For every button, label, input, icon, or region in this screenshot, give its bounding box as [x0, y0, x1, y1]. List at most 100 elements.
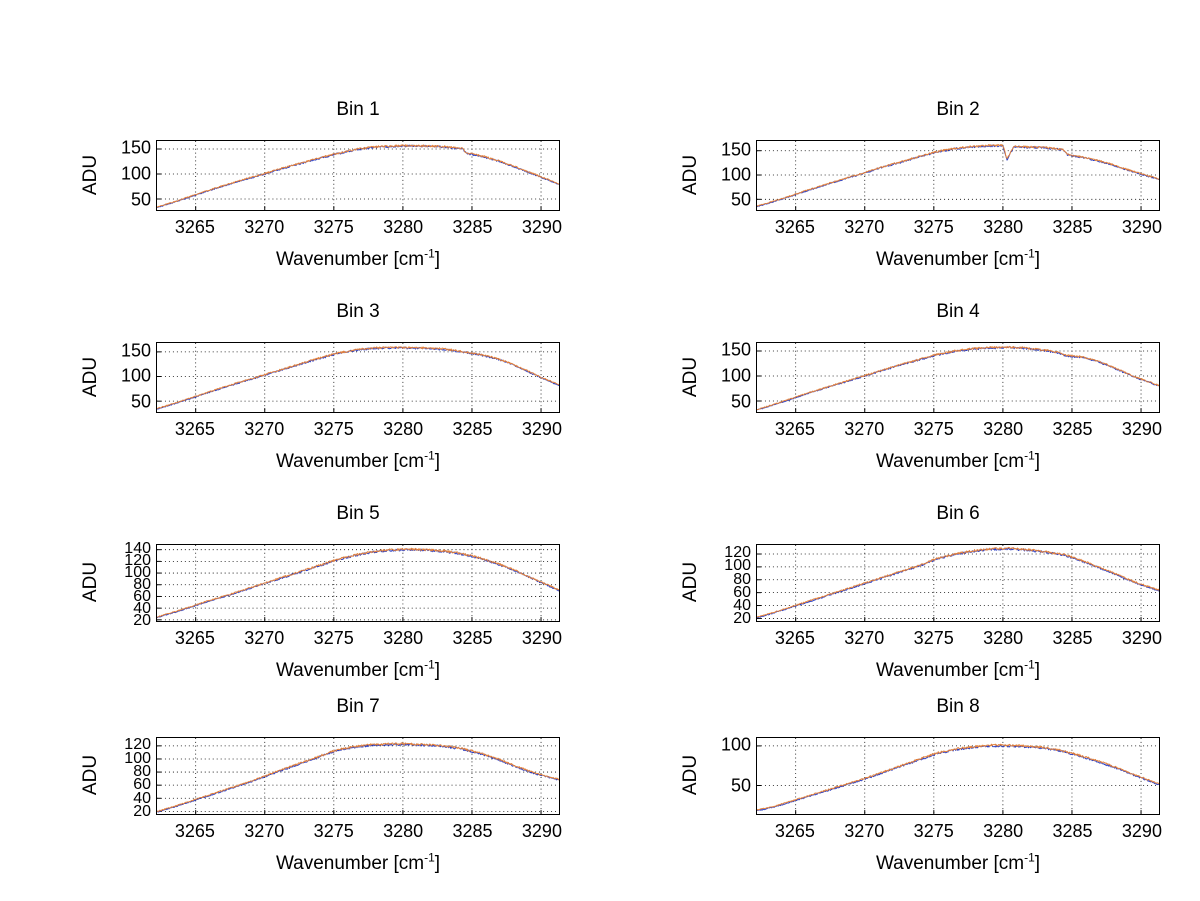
data-trace-trace-blue — [157, 548, 559, 619]
x-axis-label-bracket: ] — [434, 660, 441, 681]
x-tick-label: 3265 — [774, 821, 815, 841]
x-tick-label: 3290 — [1121, 217, 1162, 237]
x-axis-label-exponent: -1 — [424, 448, 435, 463]
grid-lines — [757, 545, 1159, 621]
x-tick-label: 3280 — [383, 419, 424, 439]
x-tick-label: 3270 — [244, 217, 285, 237]
x-axis-label-text: Wavenumber [cm — [275, 660, 425, 681]
y-tick-label: 20 — [133, 611, 151, 629]
x-axis-label: Wavenumber [cm-1] — [6, 852, 710, 875]
x-axis-label-bracket: ] — [434, 853, 441, 874]
x-tick-label: 3290 — [1121, 628, 1162, 648]
plot-area — [156, 140, 560, 211]
x-tick-label: 3290 — [521, 628, 562, 648]
x-tick-label: 3285 — [1052, 217, 1093, 237]
x-axis-label-text: Wavenumber [cm — [875, 660, 1025, 681]
x-tick-label: 3275 — [913, 821, 954, 841]
x-axis-label-exponent: -1 — [1024, 448, 1035, 463]
x-tick-label: 3285 — [452, 628, 493, 648]
tick-marks — [157, 351, 542, 412]
plot-canvas — [157, 738, 559, 814]
y-tick-label: 140 — [124, 539, 151, 557]
x-tick-label: 3275 — [313, 217, 354, 237]
grid-lines — [157, 545, 559, 621]
x-tick-label: 3265 — [774, 217, 815, 237]
data-trace-trace-blue — [757, 547, 1159, 619]
x-tick-label: 3275 — [913, 419, 954, 439]
y-tick-label: 50 — [730, 391, 751, 412]
x-axis-label: Wavenumber [cm-1] — [606, 448, 1200, 473]
y-tick-label: 50 — [730, 189, 751, 210]
x-tick-label: 3270 — [244, 821, 285, 841]
x-tick-label: 3285 — [452, 419, 493, 439]
y-tick-label: 50 — [130, 391, 151, 412]
y-tick-label: 40 — [733, 597, 751, 615]
data-trace-trace-blue — [157, 743, 559, 813]
x-tick-label: 3265 — [774, 419, 815, 439]
plot-area — [156, 544, 560, 622]
y-tick-label: 150 — [120, 137, 151, 158]
data-trace-trace-blue — [757, 144, 1159, 208]
grid-lines — [157, 738, 559, 814]
tick-marks — [157, 148, 542, 210]
x-tick-label: 3290 — [521, 419, 562, 439]
x-tick-label: 3275 — [913, 217, 954, 237]
y-tick-label: 20 — [733, 610, 751, 628]
x-tick-label: 3275 — [913, 628, 954, 648]
x-tick-label: 3275 — [313, 419, 354, 439]
x-tick-label: 3285 — [452, 217, 493, 237]
y-axis-label: ADU — [80, 754, 101, 796]
y-tick-label: 100 — [724, 557, 751, 575]
y-tick-label: 150 — [120, 340, 151, 361]
y-tick-label: 50 — [730, 775, 751, 796]
y-tick-label: 100 — [720, 164, 751, 185]
x-axis-label-bracket: ] — [434, 451, 441, 472]
y-tick-label: 60 — [133, 776, 151, 794]
tick-marks — [157, 745, 542, 814]
x-tick-label: 3270 — [844, 419, 885, 439]
data-trace-trace-blue — [757, 744, 1159, 812]
x-tick-label: 3285 — [1052, 628, 1093, 648]
subplot-title: Bin 8 — [936, 696, 980, 717]
y-tick-label: 20 — [133, 803, 151, 821]
x-axis-label: Wavenumber [cm-1] — [606, 248, 1200, 271]
y-tick-label: 50 — [130, 189, 151, 210]
subplot-bin-8: Bin 8 3265 3270 3275 3280 3285 3290 50 100 ADU Wav… — [600, 645, 1200, 874]
x-axis-label-text: Wavenumber [cm — [275, 451, 425, 472]
data-trace-trace-blue — [157, 144, 559, 208]
x-axis-label-bracket: ] — [1034, 451, 1041, 472]
x-tick-label: 3290 — [1121, 419, 1162, 439]
subplot-bin-5: Bin 5 3265 3270 3275 3280 3285 3290 20 40 60 80 100… — [0, 452, 600, 681]
subplot-bin-3: Bin 3 3265 3270 3275 3280 3285 3290 50 100 150 ADU… — [0, 250, 600, 472]
data-trace-trace-orange — [157, 346, 559, 410]
data-trace-trace-blue — [757, 346, 1159, 411]
y-axis-label: ADU — [80, 356, 101, 397]
plot-area — [156, 342, 560, 413]
plot-canvas — [157, 343, 559, 412]
x-tick-label: 3280 — [983, 217, 1024, 237]
data-trace-trace-blue — [157, 346, 559, 410]
grid-lines — [757, 343, 1159, 412]
plot-area — [756, 737, 1160, 815]
subplot-title: Bin 4 — [936, 301, 980, 322]
x-axis-label-exponent: -1 — [1024, 850, 1035, 865]
x-tick-label: 3290 — [1121, 821, 1162, 841]
plot-area — [756, 544, 1160, 622]
subplot-title: Bin 3 — [336, 301, 380, 322]
x-tick-label: 3275 — [313, 628, 354, 648]
x-tick-label: 3270 — [244, 628, 285, 648]
x-axis-label-exponent: -1 — [424, 657, 435, 672]
y-tick-label: 80 — [133, 575, 151, 593]
y-tick-label: 150 — [720, 339, 751, 360]
data-trace-trace-orange — [157, 144, 559, 208]
grid-lines — [157, 141, 559, 210]
grid-lines — [757, 141, 1159, 210]
plot-canvas — [757, 738, 1159, 814]
subplot-title: Bin 2 — [936, 99, 980, 120]
x-axis-label-bracket: ] — [434, 249, 441, 270]
data-trace-trace-orange — [757, 143, 1159, 207]
y-axis-label: ADU — [680, 561, 701, 603]
plot-canvas — [757, 545, 1159, 621]
x-tick-label: 3280 — [983, 419, 1024, 439]
